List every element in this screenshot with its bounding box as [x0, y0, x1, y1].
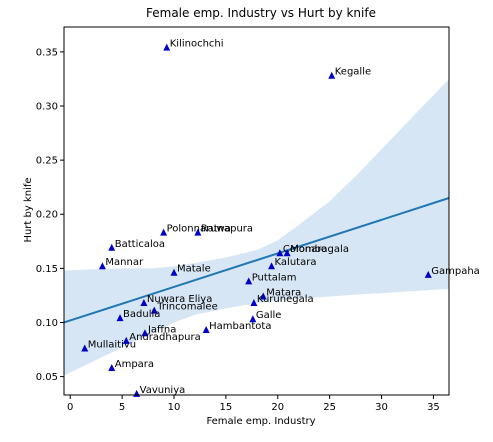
- x-tick-label: 30: [375, 402, 388, 413]
- x-tick-label: 15: [220, 402, 233, 413]
- point-label: Vavuniya: [140, 385, 186, 396]
- point-label: Ratnapura: [201, 224, 253, 235]
- y-axis-label: Hurt by knife: [23, 177, 34, 242]
- y-tick-label: 0.35: [36, 47, 58, 58]
- point-label: Matara: [266, 288, 301, 299]
- point-label: Anuradhapura: [129, 332, 201, 343]
- point-label: Kurunegala: [257, 294, 314, 305]
- chart-title: Female emp. Industry vs Hurt by knife: [146, 6, 376, 20]
- data-point: [108, 243, 116, 251]
- y-tick-label: 0.15: [36, 264, 58, 275]
- data-point: [194, 228, 202, 236]
- point-label: Hambantota: [209, 321, 271, 332]
- data-point: [268, 262, 276, 270]
- point-label: Mannar: [105, 257, 144, 268]
- y-tick-label: 0.20: [36, 210, 58, 221]
- data-point: [276, 249, 284, 257]
- data-point: [424, 270, 432, 278]
- x-tick-label: 25: [323, 402, 336, 413]
- data-point: [150, 306, 158, 314]
- data-point: [250, 299, 258, 306]
- data-point: [140, 299, 148, 306]
- data-point: [160, 228, 168, 236]
- data-point: [245, 277, 253, 285]
- data-point: [170, 268, 178, 276]
- data-point: [81, 344, 89, 352]
- y-tick-label: 0.30: [36, 102, 58, 113]
- data-point: [122, 336, 130, 344]
- point-label: Badulla: [123, 309, 160, 320]
- data-point: [249, 315, 257, 323]
- point-label: Kilinochchi: [170, 39, 224, 50]
- point-label: Jaffna: [147, 324, 176, 335]
- point-label: Matale: [177, 264, 211, 275]
- plot-frame: [63, 26, 450, 396]
- point-label: Kegalle: [335, 67, 371, 78]
- data-point: [259, 292, 267, 300]
- point-label: Trincomalee: [156, 302, 217, 313]
- x-axis-label: Female emp. Industry: [206, 416, 315, 427]
- data-point: [328, 71, 336, 79]
- point-label: Nuwara Eliya: [147, 294, 212, 305]
- data-point: [163, 43, 171, 51]
- confidence-band: [64, 79, 449, 376]
- point-label: Puttalam: [252, 272, 297, 283]
- y-tick-label: 0.05: [36, 372, 58, 383]
- point-label: Kalutara: [275, 257, 317, 268]
- x-tick-label: 35: [427, 402, 440, 413]
- point-label: Mullaitivu: [88, 339, 136, 350]
- data-point: [283, 249, 291, 257]
- point-label: Gampaha: [431, 266, 480, 277]
- data-point: [141, 329, 149, 337]
- data-point: [108, 363, 116, 371]
- point-label: Monaragala: [290, 244, 349, 255]
- point-label: Batticaloa: [115, 239, 165, 250]
- y-tick-label: 0.25: [36, 156, 58, 167]
- data-point: [98, 262, 106, 270]
- regression-line: [63, 197, 450, 324]
- x-tick-label: 10: [168, 402, 181, 413]
- x-tick-label: 0: [67, 402, 73, 413]
- point-label: Ampara: [115, 359, 154, 370]
- y-tick-label: 0.10: [36, 318, 58, 329]
- x-tick-label: 20: [271, 402, 284, 413]
- data-point: [116, 314, 124, 322]
- point-label: Colombo: [283, 244, 327, 255]
- x-tick-label: 5: [119, 402, 125, 413]
- point-label: Polonnaruwa: [167, 224, 231, 235]
- data-point: [202, 326, 210, 334]
- point-label: Galle: [256, 310, 282, 321]
